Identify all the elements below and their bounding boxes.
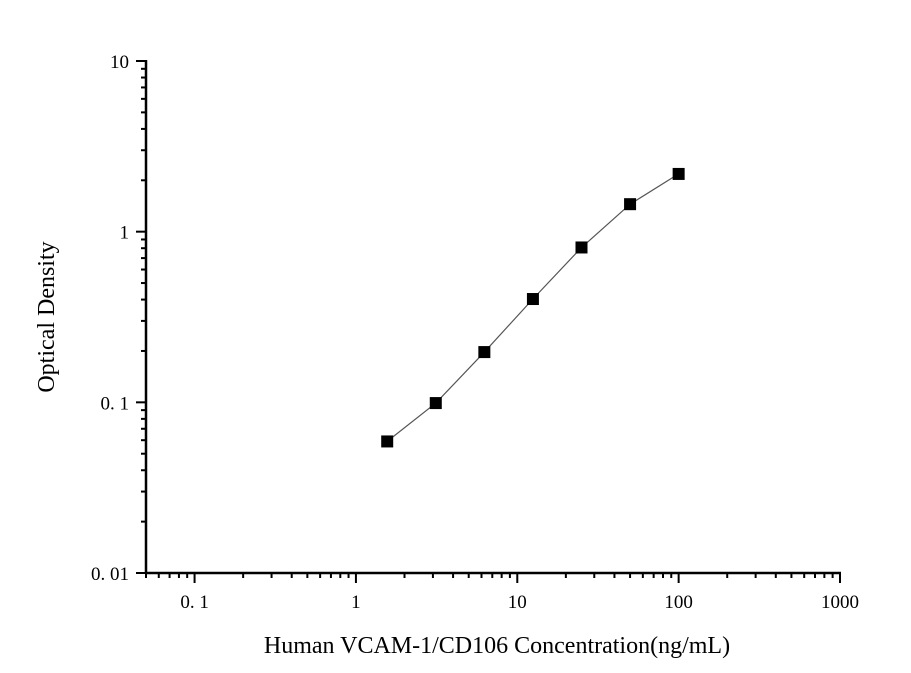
y-tick-label: 0. 01 (91, 564, 129, 585)
data-point (624, 198, 637, 211)
x-tick-label: 0. 1 (180, 592, 209, 613)
x-tick-labels: 0. 1 1 10 100 1000 (180, 592, 859, 613)
x-tick-label: 10 (508, 592, 527, 613)
data-point (478, 346, 491, 359)
data-point (672, 167, 685, 180)
data-point (429, 397, 442, 410)
major-ticks (136, 60, 841, 583)
y-tick-label: 1 (120, 223, 130, 244)
y-axis-title: Optical Density (34, 241, 60, 392)
y-tick-label: 10 (110, 52, 129, 73)
data-point (526, 293, 539, 306)
y-tick-label: 0. 1 (101, 393, 130, 414)
x-tick-label: 100 (664, 592, 693, 613)
x-tick-label: 1000 (821, 592, 859, 613)
minor-ticks (141, 67, 834, 578)
data-markers (381, 167, 685, 448)
data-point (575, 241, 588, 254)
data-point (381, 435, 394, 448)
x-axis-title: Human VCAM-1/CD106 Concentration(ng/mL) (264, 633, 730, 659)
y-tick-labels: 0. 01 0. 1 1 10 (91, 52, 129, 585)
x-tick-label: 1 (351, 592, 361, 613)
